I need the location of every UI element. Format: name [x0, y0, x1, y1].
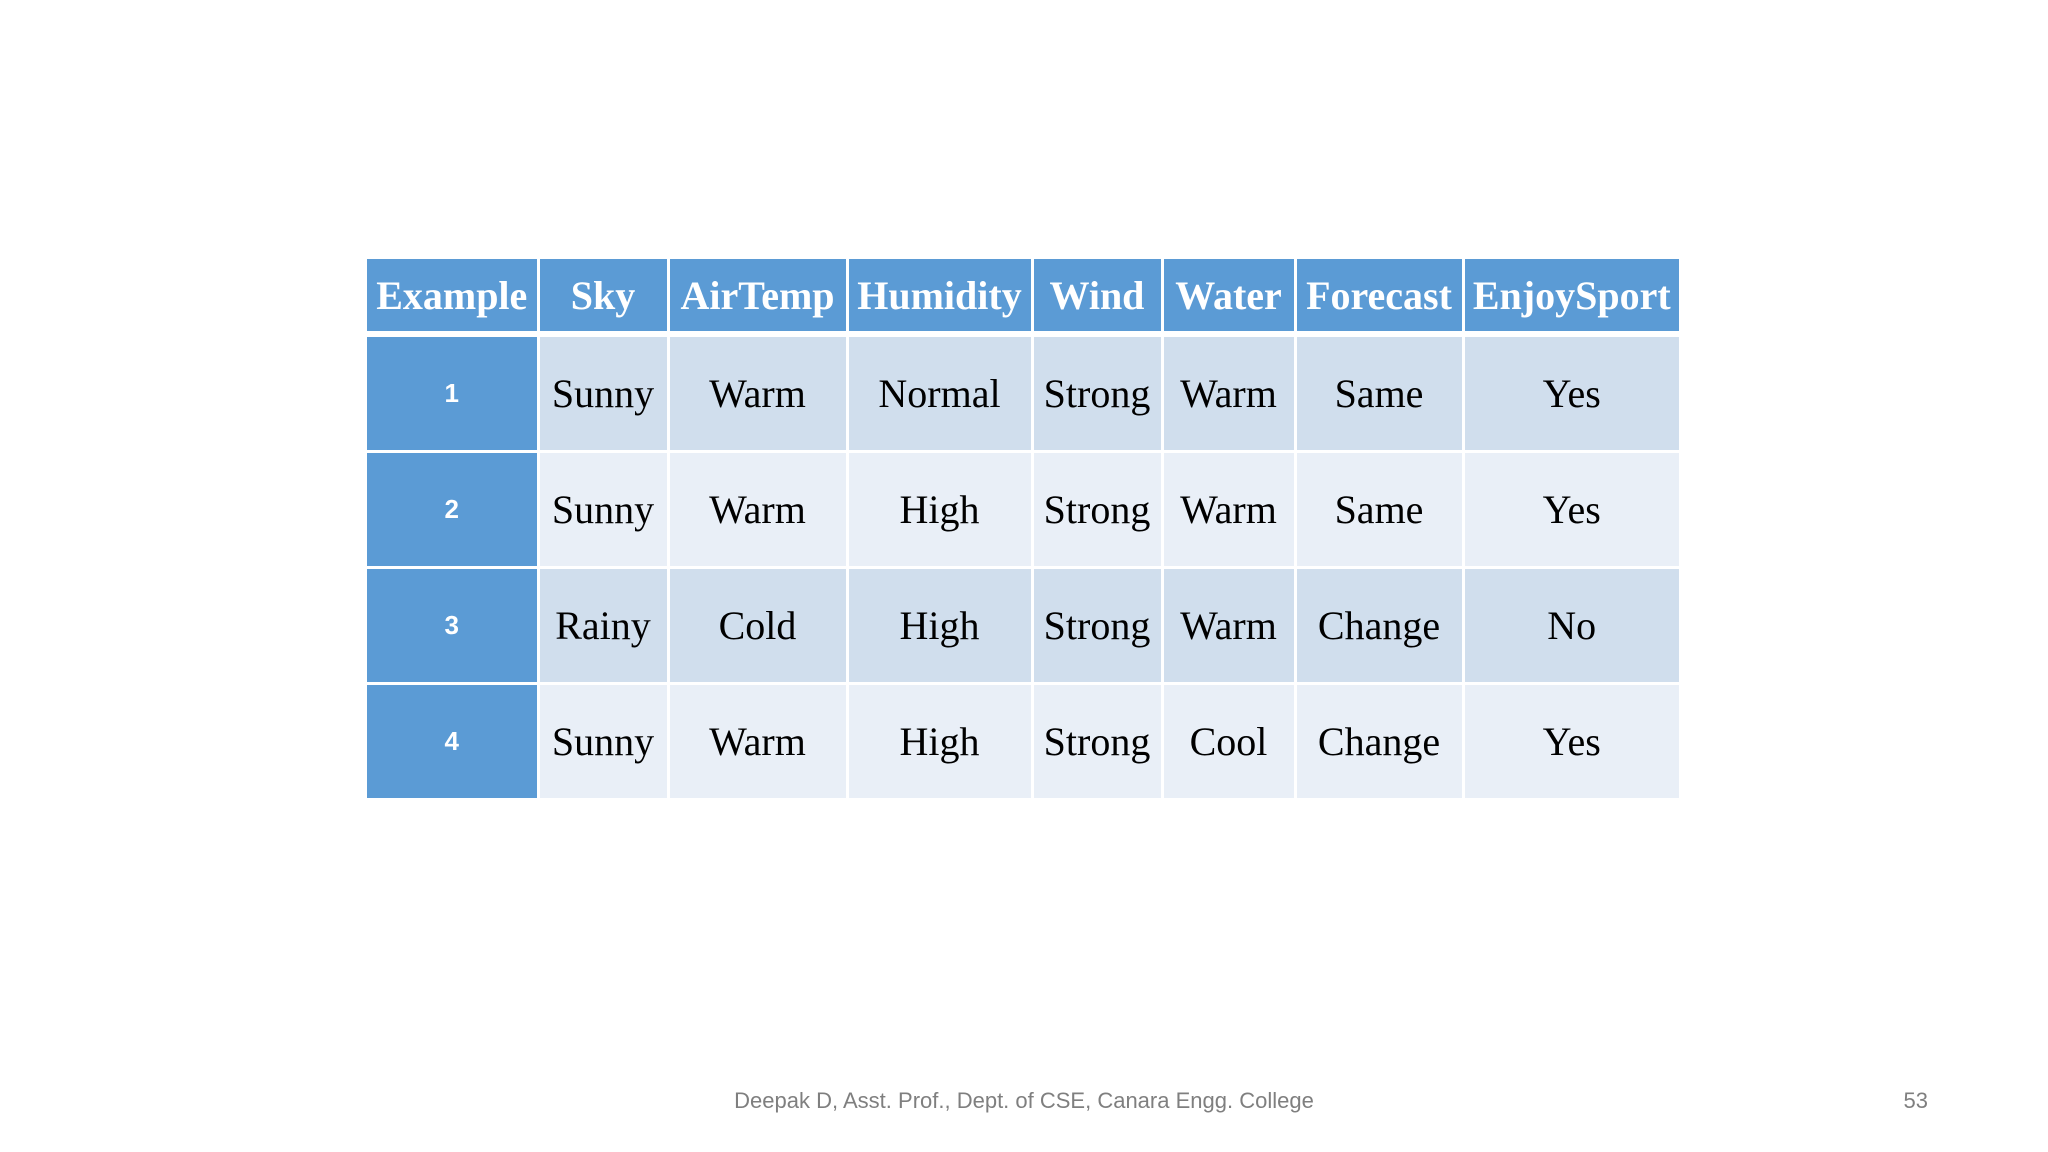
enjoysport-cell: Yes: [1461, 332, 1679, 453]
humidity-cell: High: [845, 450, 1034, 569]
airtemp-cell: Warm: [666, 332, 849, 453]
airtemp-cell: Cold: [666, 566, 849, 685]
enjoysport-cell: Yes: [1461, 682, 1679, 798]
wind-cell: Strong: [1030, 450, 1164, 569]
header-enjoysport: EnjoySport: [1461, 259, 1679, 337]
humidity-cell: High: [845, 682, 1034, 798]
footer-author-text: Deepak D, Asst. Prof., Dept. of CSE, Can…: [734, 1088, 1314, 1113]
example-number-cell: 3: [367, 566, 540, 685]
wind-cell: Strong: [1030, 332, 1164, 453]
forecast-cell: Same: [1293, 332, 1465, 453]
water-cell: Warm: [1160, 450, 1297, 569]
table-row: 1 Sunny Warm Normal Strong Warm Same Yes: [367, 332, 1679, 453]
header-forecast: Forecast: [1293, 259, 1465, 337]
wind-cell: Strong: [1030, 566, 1164, 685]
header-airtemp: AirTemp: [666, 259, 849, 337]
water-cell: Cool: [1160, 682, 1297, 798]
page-number: 53: [1903, 1088, 1928, 1113]
training-examples-table: Example Sky AirTemp Humidity Wind Water …: [367, 259, 1679, 798]
sky-cell: Sunny: [536, 450, 670, 569]
enjoysport-cell: Yes: [1461, 450, 1679, 569]
water-cell: Warm: [1160, 566, 1297, 685]
sky-cell: Sunny: [536, 332, 670, 453]
water-cell: Warm: [1160, 332, 1297, 453]
example-number-cell: 1: [367, 332, 540, 453]
header-humidity: Humidity: [845, 259, 1034, 337]
table-header-row: Example Sky AirTemp Humidity Wind Water …: [367, 259, 1679, 337]
airtemp-cell: Warm: [666, 682, 849, 798]
example-number-cell: 4: [367, 682, 540, 798]
forecast-cell: Change: [1293, 682, 1465, 798]
header-wind: Wind: [1030, 259, 1164, 337]
table-row: 2 Sunny Warm High Strong Warm Same Yes: [367, 450, 1679, 569]
humidity-cell: High: [845, 566, 1034, 685]
header-example: Example: [367, 259, 540, 337]
table-row: 4 Sunny Warm High Strong Cool Change Yes: [367, 682, 1679, 798]
humidity-cell: Normal: [845, 332, 1034, 453]
wind-cell: Strong: [1030, 682, 1164, 798]
sky-cell: Sunny: [536, 682, 670, 798]
header-water: Water: [1160, 259, 1297, 337]
forecast-cell: Change: [1293, 566, 1465, 685]
sky-cell: Rainy: [536, 566, 670, 685]
enjoysport-cell: No: [1461, 566, 1679, 685]
forecast-cell: Same: [1293, 450, 1465, 569]
airtemp-cell: Warm: [666, 450, 849, 569]
table-row: 3 Rainy Cold High Strong Warm Change No: [367, 566, 1679, 685]
header-sky: Sky: [536, 259, 670, 337]
example-number-cell: 2: [367, 450, 540, 569]
